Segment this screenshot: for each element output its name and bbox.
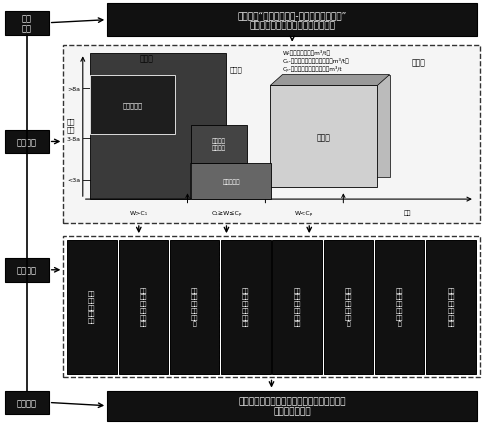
FancyBboxPatch shape — [375, 240, 425, 374]
Text: 准备区: 准备区 — [230, 66, 243, 73]
Text: 井下抽采区: 井下抽采区 — [223, 179, 240, 184]
Text: 规划区: 规划区 — [139, 54, 153, 63]
FancyBboxPatch shape — [324, 240, 373, 374]
Text: 井下
钒割
压沙
体化
瓦斯
治理: 井下 钒割 压沙 体化 瓦斯 治理 — [448, 287, 455, 327]
FancyBboxPatch shape — [118, 240, 168, 374]
Text: C₁≥W≤Cₚ: C₁≥W≤Cₚ — [211, 210, 242, 215]
Text: 地面抽采区: 地面抽采区 — [123, 102, 143, 108]
Polygon shape — [90, 54, 226, 200]
Text: 生产区: 生产区 — [412, 59, 426, 67]
Text: 核心内容: 核心内容 — [17, 266, 37, 275]
Text: 3-8a: 3-8a — [66, 136, 80, 141]
Text: 井上
下联
动抽
采系
统优
化: 井上 下联 动抽 采系 统优 化 — [345, 287, 352, 327]
FancyBboxPatch shape — [5, 391, 49, 414]
FancyBboxPatch shape — [5, 130, 49, 154]
Text: >8a: >8a — [67, 86, 80, 92]
Text: W-煤层瓦斯含量，m³/t；
Cₒ-工作面回采允许瓦斯含量，m³/t；
Cₚ-开拓掘进允许瓦斯含量，m³/t: W-煤层瓦斯含量，m³/t； Cₒ-工作面回采允许瓦斯含量，m³/t； Cₚ-开… — [282, 50, 349, 72]
Text: <3a: <3a — [67, 178, 80, 183]
FancyBboxPatch shape — [270, 86, 377, 188]
Text: 井上下联
合抽采区: 井上下联 合抽采区 — [212, 138, 226, 151]
Text: 实现目标: 实现目标 — [17, 398, 37, 407]
FancyBboxPatch shape — [191, 163, 271, 200]
FancyBboxPatch shape — [67, 240, 116, 374]
Text: W<Cₚ: W<Cₚ — [295, 210, 314, 215]
Text: 条带
式井
上下
联动
卸压
抽采: 条带 式井 上下 联动 卸压 抽采 — [242, 287, 250, 327]
Text: 采採
活动
卸压
带瓦
斯抽
采: 采採 活动 卸压 带瓦 斯抽 采 — [396, 287, 404, 327]
FancyBboxPatch shape — [427, 240, 476, 374]
Text: W>C₁: W>C₁ — [130, 210, 148, 215]
Polygon shape — [270, 76, 390, 86]
FancyBboxPatch shape — [63, 46, 480, 224]
Text: 时空定划: 时空定划 — [17, 138, 37, 147]
FancyBboxPatch shape — [90, 76, 175, 134]
Polygon shape — [282, 76, 390, 177]
Text: 地面抽采区: 地面抽采区 — [123, 102, 143, 108]
FancyBboxPatch shape — [273, 240, 322, 374]
FancyBboxPatch shape — [107, 391, 477, 421]
Text: 区域
递进
式井
上下
联动
抽采: 区域 递进 式井 上下 联动 抽采 — [293, 287, 301, 327]
Text: 定向
羽状
多分
支水
平井
开采: 定向 羽状 多分 支水 平井 开采 — [139, 287, 147, 327]
FancyBboxPatch shape — [221, 240, 271, 374]
Text: 形成基于“人力主动钒采-采矿活动被动卸压”
的低渗高突某层瓦斯体系化治理模式: 形成基于“人力主动钒采-采矿活动被动卸压” 的低渗高突某层瓦斯体系化治理模式 — [238, 11, 347, 30]
Text: 阈值: 阈值 — [404, 210, 412, 215]
FancyBboxPatch shape — [170, 240, 219, 374]
Text: 对接
井水
力运
移卸
压开
采: 对接 井水 力运 移卸 压开 采 — [191, 287, 198, 327]
FancyBboxPatch shape — [90, 76, 175, 134]
Text: 氯气
泡沫
送液
煤层
改造: 氯气 泡沫 送液 煤层 改造 — [88, 291, 95, 323]
Text: 生产区: 生产区 — [317, 133, 331, 141]
FancyBboxPatch shape — [5, 258, 49, 282]
FancyBboxPatch shape — [107, 4, 477, 37]
FancyBboxPatch shape — [5, 12, 49, 36]
Text: 低渗高突某层某与瓦斯协调开发，实现某矿翠
色安全高效生产: 低渗高突某层某与瓦斯协调开发，实现某矿翠 色安全高效生产 — [239, 396, 346, 415]
Text: 抽采
时间: 抽采 时间 — [66, 118, 75, 133]
FancyBboxPatch shape — [191, 125, 247, 163]
Text: 研究
核心: 研究 核心 — [22, 14, 32, 33]
